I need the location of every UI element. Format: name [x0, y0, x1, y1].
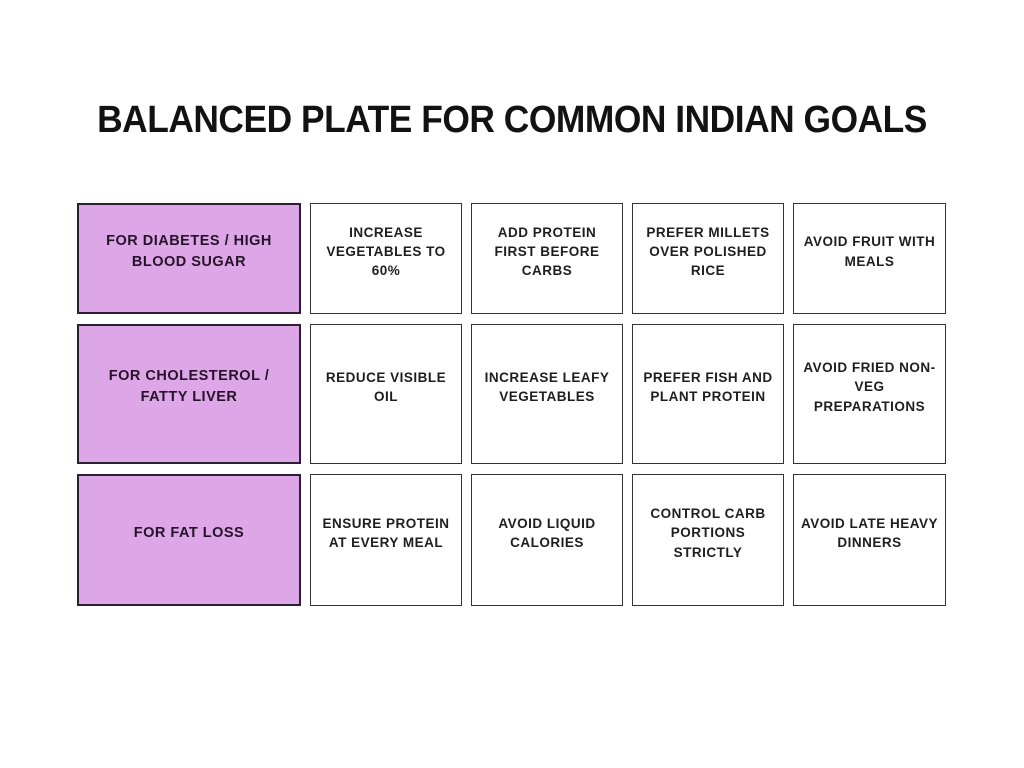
tip-cell: AVOID LATE HEAVY DINNERS: [793, 474, 946, 606]
row-header-cell: FOR DIABETES / HIGH BLOOD SUGAR: [77, 203, 301, 314]
tip-cell: ADD PROTEIN FIRST BEFORE CARBS: [471, 203, 623, 314]
tip-cell: PREFER MILLETS OVER POLISHED RICE: [632, 203, 784, 314]
tip-cell: ENSURE PROTEIN AT EVERY MEAL: [310, 474, 462, 606]
row-header-cell: FOR CHOLESTEROL / FATTY LIVER: [77, 324, 301, 464]
tip-cell: INCREASE VEGETABLES TO 60%: [310, 203, 462, 314]
page-title: BALANCED PLATE FOR COMMON INDIAN GOALS: [97, 99, 927, 142]
row-header-cell: FOR FAT LOSS: [77, 474, 301, 606]
tip-cell: AVOID FRUIT WITH MEALS: [793, 203, 946, 314]
tip-cell: AVOID LIQUID CALORIES: [471, 474, 623, 606]
tip-cell: REDUCE VISIBLE OIL: [310, 324, 462, 464]
goals-table: FOR DIABETES / HIGH BLOOD SUGAR INCREASE …: [77, 203, 946, 606]
tip-cell: AVOID FRIED NON-VEG PREPARATIONS: [793, 324, 946, 464]
tip-cell: PREFER FISH AND PLANT PROTEIN: [632, 324, 784, 464]
tip-cell: INCREASE LEAFY VEGETABLES: [471, 324, 623, 464]
tip-cell: CONTROL CARB PORTIONS STRICTLY: [632, 474, 784, 606]
